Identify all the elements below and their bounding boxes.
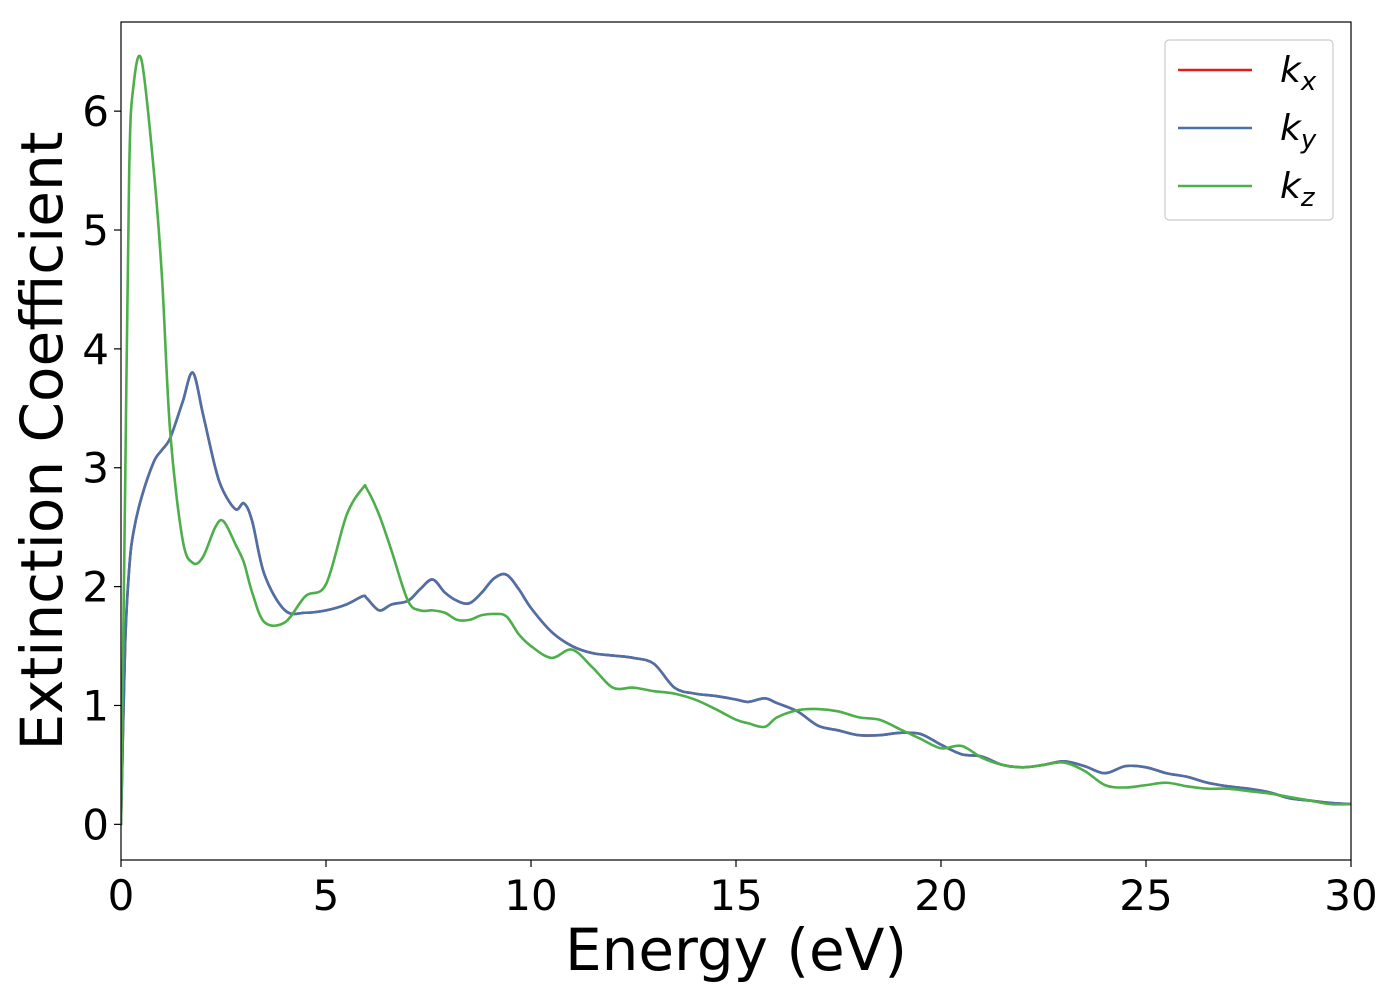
x-tick-label: 0: [108, 871, 135, 920]
legend-label-kx: kx: [1280, 50, 1317, 97]
y-tick-label: 3: [82, 444, 109, 493]
series-layer: [121, 54, 1351, 826]
x-tick-label: 5: [313, 871, 340, 920]
y-tick-label: 4: [82, 325, 109, 374]
y-tick-label: 5: [82, 206, 109, 255]
series-line-ky: [121, 371, 1351, 826]
y-tick-label: 0: [82, 800, 109, 849]
x-tick-label: 25: [1119, 871, 1172, 920]
y-tick-label: 1: [82, 681, 109, 730]
x-axis-ticks: 0 5 10 15 20 25 30: [108, 860, 1378, 920]
y-tick-label: 2: [82, 563, 109, 612]
x-tick-label: 15: [709, 871, 762, 920]
y-axis-ticks: 0 1 2 3 4 5 6: [82, 87, 121, 849]
x-tick-label: 10: [504, 871, 557, 920]
legend-label-ky: ky: [1280, 108, 1317, 155]
y-tick-label: 6: [82, 87, 109, 136]
series-line-kz: [121, 54, 1351, 826]
y-axis-label: Extinction Coefficient: [8, 132, 76, 751]
legend-label-kz: kz: [1280, 166, 1316, 213]
legend-frame: [1164, 39, 1334, 221]
legend: kx ky kz: [1164, 39, 1334, 221]
x-axis-label: Energy (eV): [565, 916, 907, 984]
x-tick-label: 20: [914, 871, 967, 920]
x-tick-label: 30: [1324, 871, 1377, 920]
